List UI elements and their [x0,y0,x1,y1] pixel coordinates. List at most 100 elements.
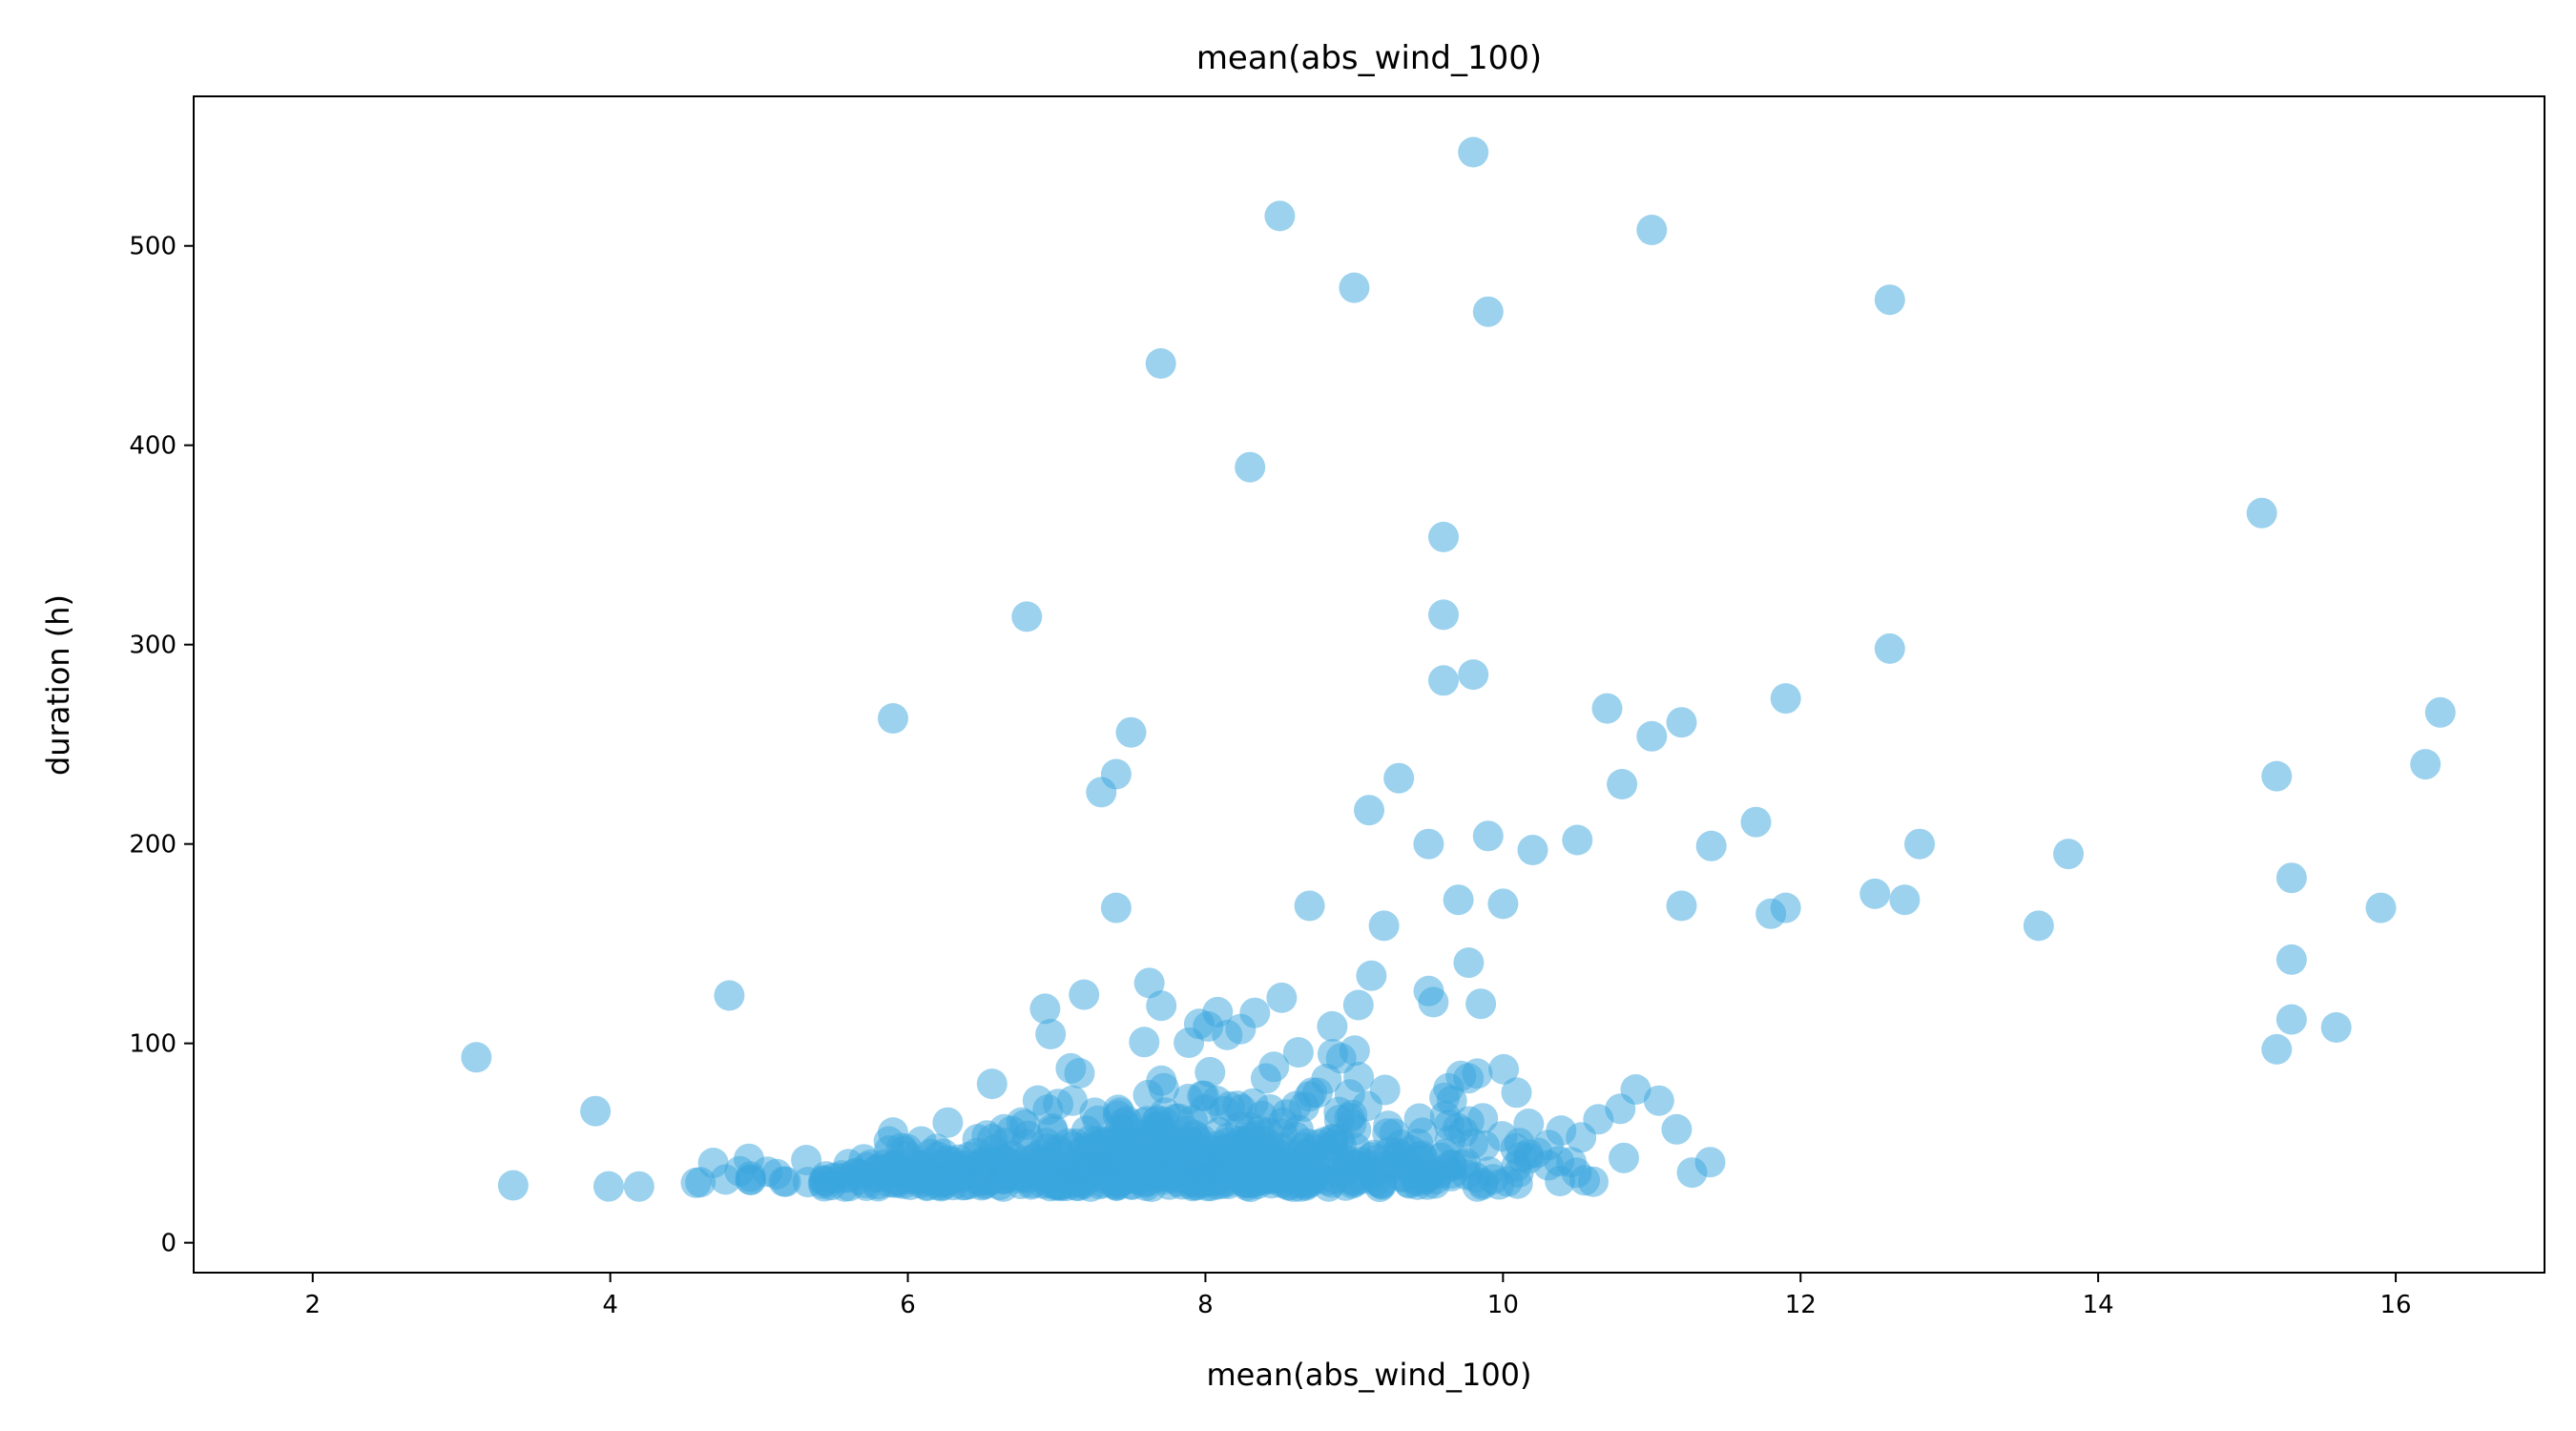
scatter-point [1465,988,1497,1020]
scatter-point [497,1170,529,1201]
scatter-point [1282,1037,1314,1068]
scatter-point [816,1170,847,1201]
scatter-point [1666,707,1697,738]
scatter-point [1317,1167,1348,1198]
scatter-point [1369,1074,1401,1106]
scatter-point [1100,892,1132,923]
plot-frame [193,95,2545,1274]
scatter-point [2246,497,2277,529]
scatter-point [1501,1077,1532,1109]
scatter-point [1458,659,1489,691]
scatter-point [1453,1063,1485,1094]
scatter-point [1428,521,1459,552]
scatter-point [1620,1074,1652,1105]
scatter-point [1174,1027,1205,1058]
scatter-point [1393,1167,1424,1198]
scatter-point [1195,1056,1226,1088]
scatter-point [752,1156,783,1188]
scatter-point [1874,633,1905,664]
scatter-point [1317,1039,1348,1069]
scatter-point [1428,665,1459,696]
scatter-point [1472,820,1504,852]
scatter-point [1874,284,1905,316]
scatter-point [1770,683,1801,715]
scatter-point [2261,1033,2293,1065]
scatter-point [1517,835,1548,865]
scatter-point [1146,1065,1177,1096]
x-tick-label: 12 [1785,1291,1817,1319]
scatter-point [1086,777,1117,808]
scatter-point [1636,215,1668,245]
scatter-point [976,1068,1008,1100]
x-tick-label: 14 [2083,1291,2114,1319]
scatter-point [1029,993,1061,1025]
scatter-point [2275,862,2307,894]
scatter-point [792,1167,823,1198]
scatter-point [1339,272,1370,303]
scatter-point [1115,716,1147,748]
scatter-point [1334,1102,1365,1133]
scatter-point [461,1042,492,1073]
scatter-point [1583,1104,1614,1135]
x-tick-label: 16 [2380,1291,2412,1319]
scatter-point [1859,878,1891,909]
scatter-point [1079,1097,1111,1129]
scatter-point [1661,1113,1693,1145]
scatter-point [1770,892,1801,923]
scatter-point [1578,1166,1609,1197]
scatter-point [2275,1004,2307,1035]
scatter-point [1035,1019,1067,1049]
scatter-point [1383,762,1415,794]
scatter-point [1235,451,1266,483]
scatter-point [1257,1163,1289,1194]
scatter-point [925,1165,957,1196]
scatter-point [1443,884,1474,916]
scatter-point [1217,1147,1249,1178]
scatter-point [1317,1010,1348,1042]
scatter-point [1453,947,1485,979]
scatter-point [1022,1085,1053,1116]
scatter-point [1472,296,1504,327]
scatter-point [1666,890,1697,922]
scatter-point [1225,1013,1257,1045]
scatter-point [2320,1012,2352,1043]
x-tick-label: 10 [1487,1291,1519,1319]
scatter-point [1636,720,1668,752]
x-tick-label: 6 [900,1291,916,1319]
scatter-point [1009,1110,1041,1141]
scatter-point [1104,1097,1135,1129]
x-axis-label: mean(abs_wind_100) [1206,1357,1531,1393]
scatter-point [1146,990,1177,1022]
y-tick-label: 500 [129,233,177,261]
scatter-point [1407,1143,1439,1174]
scatter-point [714,980,745,1011]
scatter-point [2424,696,2456,728]
scatter-point [1266,982,1298,1013]
scatter-point [1488,1053,1520,1085]
scatter-point [1368,910,1400,942]
scatter-point [1458,136,1489,168]
y-tick-label: 200 [129,831,177,860]
scatter-point [1011,601,1043,633]
scatter-point [580,1095,612,1127]
y-tick-label: 400 [129,432,177,461]
y-axis-label: duration (h) [40,594,76,776]
scatter-point [1079,1161,1111,1192]
scatter-point [1418,986,1449,1018]
scatter-point [2053,839,2084,870]
y-tick-label: 100 [129,1030,177,1059]
scatter-point [932,1107,964,1138]
scatter-point [1413,828,1444,860]
scatter-point [1467,1167,1498,1198]
scatter-point [1258,1051,1290,1083]
scatter-point [1436,1085,1467,1116]
x-tick-label: 8 [1197,1291,1214,1319]
scatter-point [2261,760,2293,792]
scatter-point [1236,1168,1266,1198]
scatter-point [1591,693,1623,724]
scatter-point [1137,1158,1168,1190]
scatter-point [1292,1167,1323,1198]
scatter-point [977,1124,1008,1154]
y-tick-label: 300 [129,632,177,660]
